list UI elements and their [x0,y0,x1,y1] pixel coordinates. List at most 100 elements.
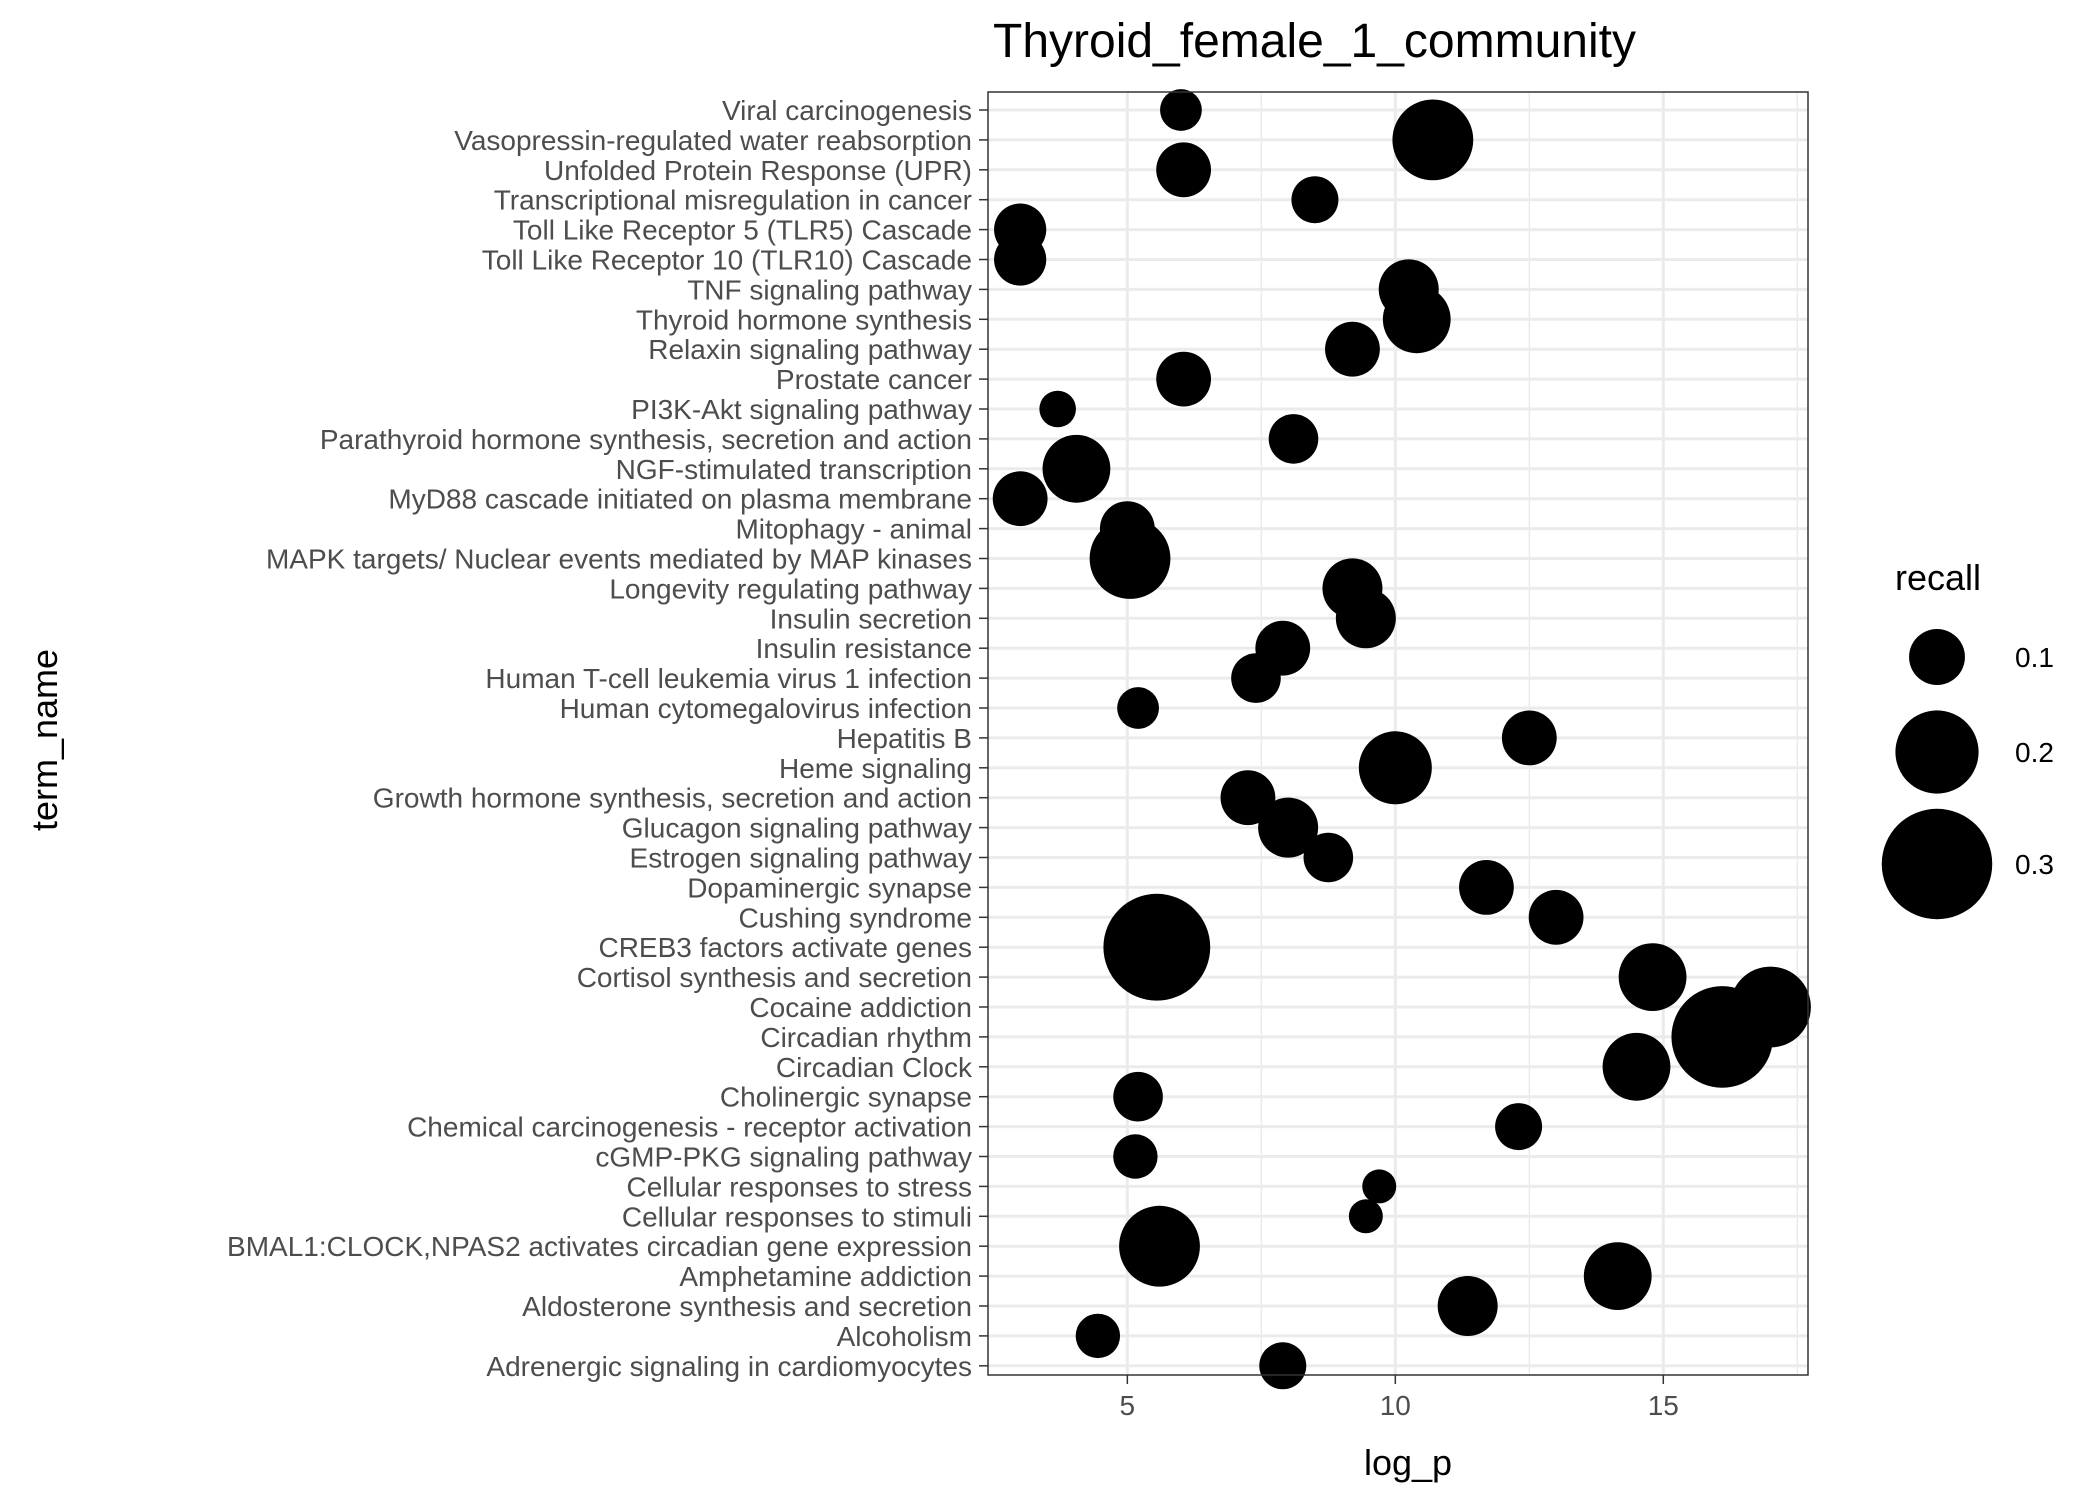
data-point [1303,832,1354,883]
y-tick-label: Insulin secretion [770,603,972,634]
legend-key-circle [1909,629,1965,685]
legend-label: 0.1 [2015,642,2054,673]
y-tick-label: MAPK targets/ Nuclear events mediated by… [266,544,972,575]
data-point [1268,414,1319,464]
data-point [1113,1071,1163,1122]
y-tick-label: CREB3 factors activate genes [598,932,972,963]
y-tick-label: Toll Like Receptor 10 (TLR10) Cascade [482,245,972,276]
data-point [1459,860,1514,915]
y-tick-label: Chemical carcinogenesis - receptor activ… [407,1112,972,1143]
data-point [1156,351,1212,407]
data-point [1392,99,1474,181]
legend-key-circle [1895,710,1979,794]
y-tick-label: Thyroid hormone synthesis [636,304,972,335]
data-point [1528,889,1584,945]
y-tick-label: Human cytomegalovirus infection [560,693,972,724]
data-point [1618,943,1687,1011]
y-tick-label: Vasopressin-regulated water reabsorption [454,125,972,156]
y-tick-label: Longevity regulating pathway [609,573,972,604]
data-point [1039,390,1076,428]
x-tick-label: 5 [1120,1390,1136,1421]
y-tick-label: PI3K-Akt signaling pathway [631,394,972,425]
legend-label: 0.3 [2015,849,2054,880]
y-tick-label: Circadian rhythm [760,1022,972,1053]
data-points [992,89,1811,1390]
legend-key-circle [1881,808,1993,920]
data-point [1156,142,1212,198]
data-point [994,233,1047,286]
x-axis-title: log_p [1364,1442,1452,1483]
data-point [1602,1032,1671,1101]
y-tick-label: Insulin resistance [756,633,972,664]
y-tick-label: Amphetamine addiction [679,1261,972,1292]
data-point [1335,588,1396,649]
data-point [1437,1276,1498,1336]
y-tick-label: Cocaine addiction [749,992,972,1023]
chart-title: Thyroid_female_1_community [993,15,1636,68]
gridlines [988,92,1808,1375]
x-axis: 5 10 15 [1120,1375,1679,1421]
y-tick-label: Cholinergic synapse [720,1082,972,1113]
y-tick-label: Human T-cell leukemia virus 1 infection [485,663,972,694]
data-point [992,471,1048,527]
plot-panel [987,89,1811,1390]
y-tick-label: Estrogen signaling pathway [630,843,972,874]
y-tick-label: MyD88 cascade initiated on plasma membra… [388,484,972,515]
y-tick-label: Circadian Clock [776,1052,973,1083]
data-point [1231,653,1281,703]
data-point [1113,1134,1158,1179]
panel-border [987,91,1809,1376]
y-tick-label: Heme signaling [779,753,972,784]
data-point [1671,986,1774,1088]
data-point [1089,518,1171,599]
data-point [1501,710,1557,766]
y-axis-title: term_name [24,649,65,831]
y-tick-label: Cellular responses to stress [627,1171,972,1202]
data-point [1382,285,1451,354]
data-point [1220,770,1276,826]
y-tick-label: Unfolded Protein Response (UPR) [544,155,972,186]
y-tick-label: Aldosterone synthesis and secretion [522,1291,972,1322]
y-tick-label: Relaxin signaling pathway [648,334,972,365]
y-tick-label: Mitophagy - animal [735,514,972,545]
y-tick-label: Cushing syndrome [739,902,972,933]
y-tick-label: Toll Like Receptor 5 (TLR5) Cascade [513,215,972,246]
x-tick-label: 15 [1648,1390,1679,1421]
data-point [1119,1205,1200,1287]
y-tick-label: Alcoholism [837,1321,972,1352]
y-tick-label: Hepatitis B [837,723,972,754]
data-point [1348,1199,1383,1234]
data-point [1259,1342,1307,1390]
y-tick-label: Prostate cancer [776,364,972,395]
data-point [1103,893,1211,1001]
y-tick-label: NGF-stimulated transcription [616,454,972,485]
y-tick-label: Cellular responses to stimuli [622,1201,972,1232]
y-tick-label: Dopaminergic synapse [687,872,972,903]
legend-title: recall [1895,557,1981,598]
y-tick-label: Glucagon signaling pathway [622,813,972,844]
data-point [1160,89,1202,131]
y-tick-label: TNF signaling pathway [687,274,972,305]
y-tick-label: BMAL1:CLOCK,NPAS2 activates circadian ge… [227,1231,972,1262]
y-axis: Viral carcinogenesisVasopressin-regulate… [227,95,988,1382]
x-tick-label: 10 [1380,1390,1411,1421]
y-tick-label: Transcriptional misregulation in cancer [494,185,972,216]
data-point [1358,731,1432,805]
y-tick-label: Viral carcinogenesis [722,95,972,126]
data-point [1117,687,1159,729]
data-point [1075,1313,1121,1359]
size-legend: recall 0.1 0.2 0.3 [1881,557,2054,920]
y-tick-label: Adrenergic signaling in cardiomyocytes [486,1351,972,1382]
y-tick-label: Cortisol synthesis and secretion [577,962,972,993]
data-point [1042,434,1111,503]
y-tick-label: Parathyroid hormone synthesis, secretion… [320,424,972,455]
data-point [1325,321,1380,377]
y-tick-label: cGMP-PKG signaling pathway [595,1142,972,1173]
data-point [1362,1169,1397,1204]
y-tick-label: Growth hormone synthesis, secretion and … [373,783,972,814]
data-point [1291,176,1339,224]
legend-label: 0.2 [2015,737,2054,768]
data-point [1258,797,1319,858]
data-point [1495,1103,1543,1151]
